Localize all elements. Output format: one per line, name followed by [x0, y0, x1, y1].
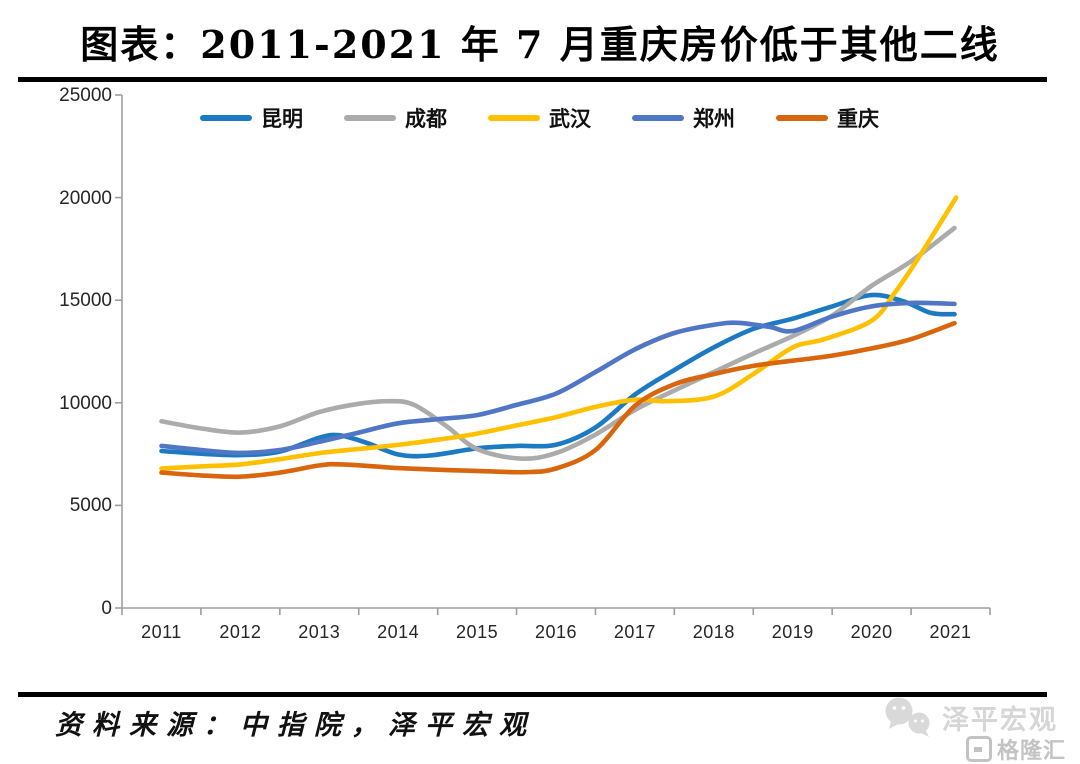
- x-tick-label: 2020: [850, 622, 893, 642]
- legend-label: 成都: [405, 106, 447, 131]
- legend-label: 郑州: [693, 106, 735, 131]
- x-tick-label: 2017: [613, 622, 656, 642]
- y-tick-label: 0: [101, 598, 112, 619]
- legend-label: 武汉: [549, 106, 591, 131]
- page-title: 图表：2011-2021 年 7 月重庆房价低于其他二线: [80, 22, 1000, 67]
- y-tick-label: 20000: [59, 187, 112, 209]
- series-line-武汉: [159, 195, 959, 471]
- y-tick-label: 10000: [59, 392, 112, 414]
- legend-swatch: [344, 115, 396, 121]
- x-tick-label: 2013: [298, 622, 341, 642]
- legend-swatch: [200, 115, 252, 121]
- brand-watermark: 泽平宏观: [882, 696, 1058, 738]
- legend-item-成都: 成都: [344, 103, 447, 133]
- chat-bubbles-icon: [885, 697, 930, 737]
- series-line-成都: [159, 225, 957, 462]
- legend-swatch: [632, 115, 684, 121]
- legend-label: 重庆: [837, 106, 879, 131]
- series-line-昆明: [159, 292, 957, 459]
- legend-swatch: [776, 115, 828, 121]
- header-divider: [18, 77, 1047, 82]
- y-tick-label: 25000: [59, 85, 112, 106]
- x-tick-label: 2012: [219, 622, 262, 642]
- legend-item-郑州: 郑州: [632, 103, 735, 133]
- series-line-重庆: [159, 320, 957, 480]
- legend-item-重庆: 重庆: [776, 103, 879, 133]
- x-tick-label: 2021: [929, 622, 972, 642]
- legend-label: 昆明: [261, 106, 303, 131]
- platform-watermark: 格隆汇: [965, 733, 1066, 764]
- brand-watermark-text: 泽平宏观: [942, 704, 1058, 736]
- y-tick-label: 15000: [59, 290, 112, 312]
- x-tick-label: 2016: [534, 622, 578, 642]
- legend-swatch: [488, 115, 540, 121]
- x-tick-label: 2011: [141, 622, 182, 642]
- x-tick-label: 2015: [456, 622, 499, 642]
- legend-item-武汉: 武汉: [488, 103, 591, 133]
- chart-legend: 昆明 成都 武汉 郑州 重庆: [200, 104, 920, 132]
- x-tick-label: 2018: [692, 622, 735, 642]
- footer-divider: [18, 692, 1047, 697]
- source-note: 资料来源：中指院，泽平宏观: [55, 710, 536, 741]
- legend-item-昆明: 昆明: [200, 103, 303, 133]
- series-line-郑州: [159, 300, 957, 456]
- y-tick-label: 5000: [69, 495, 112, 517]
- platform-watermark-text: 格隆汇: [996, 738, 1066, 764]
- platform-logo-icon: [965, 736, 992, 762]
- x-tick-label: 2019: [771, 622, 814, 642]
- x-tick-label: 2014: [377, 622, 420, 642]
